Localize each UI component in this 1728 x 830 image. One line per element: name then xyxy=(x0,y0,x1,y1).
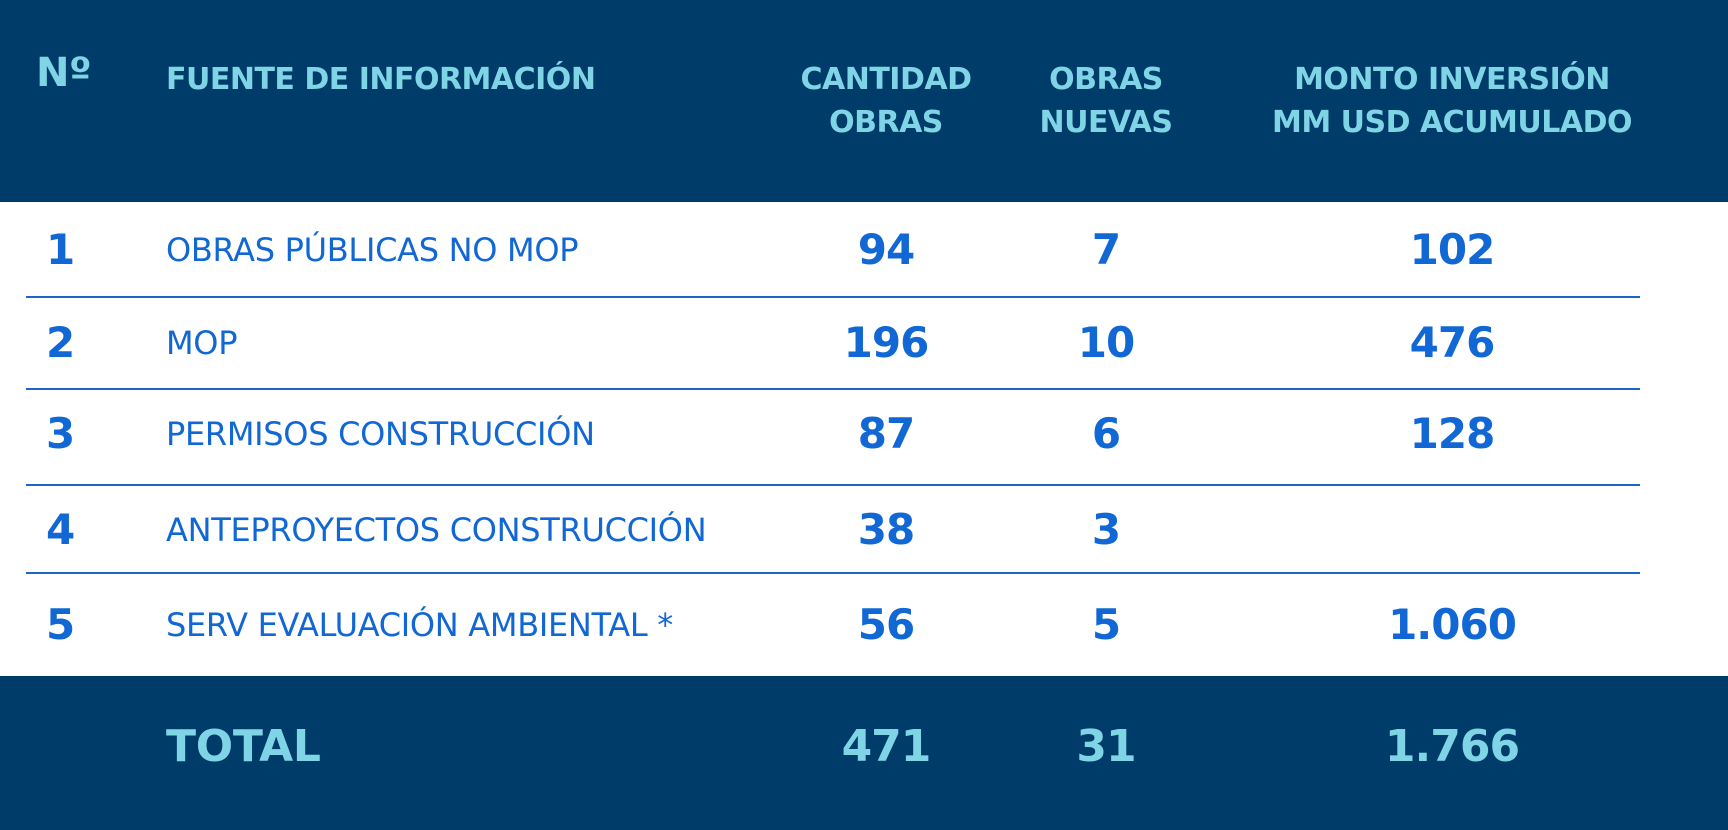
row-cantidad: 94 xyxy=(857,225,915,274)
row-number: 5 xyxy=(46,600,76,649)
table-header: Nº FUENTE DE INFORMACIÓN CANTIDAD OBRAS … xyxy=(0,0,1728,202)
row-source: ANTEPROYECTOS CONSTRUCCIÓN xyxy=(166,511,707,549)
header-cantidad-line1: CANTIDAD xyxy=(800,62,973,97)
table-row: 4 ANTEPROYECTOS CONSTRUCCIÓN 38 3 xyxy=(0,505,1728,555)
header-nuevas-line1: OBRAS xyxy=(1049,62,1163,97)
total-cantidad: 471 xyxy=(841,721,932,772)
row-monto: 476 xyxy=(1409,318,1496,367)
header-number-label: Nº xyxy=(36,50,92,96)
header-nuevas-line2: NUEVAS xyxy=(1039,105,1173,140)
header-number: Nº xyxy=(36,50,92,96)
row-number: 1 xyxy=(46,225,76,274)
row-nuevas: 3 xyxy=(1091,505,1121,554)
header-monto-inversion: MONTO INVERSIÓN MM USD ACUMULADO xyxy=(1252,58,1652,144)
row-source: PERMISOS CONSTRUCCIÓN xyxy=(166,415,595,453)
header-cantidad-obras: CANTIDAD OBRAS xyxy=(766,58,1006,144)
row-cantidad: 56 xyxy=(857,600,915,649)
row-number: 4 xyxy=(46,505,76,554)
row-cantidad: 196 xyxy=(843,318,930,367)
row-divider xyxy=(26,484,1640,486)
row-nuevas: 5 xyxy=(1091,600,1121,649)
header-monto-line1: MONTO INVERSIÓN xyxy=(1294,62,1610,97)
row-monto: 1.060 xyxy=(1388,600,1517,649)
table-row: 3 PERMISOS CONSTRUCCIÓN 87 6 128 xyxy=(0,409,1728,459)
row-divider xyxy=(26,296,1640,298)
row-cantidad: 38 xyxy=(857,505,915,554)
row-divider xyxy=(26,388,1640,390)
row-cantidad: 87 xyxy=(857,409,915,458)
row-nuevas: 7 xyxy=(1091,225,1121,274)
header-obras-nuevas: OBRAS NUEVAS xyxy=(1006,58,1206,144)
total-monto: 1.766 xyxy=(1384,721,1520,772)
table-row: 5 SERV EVALUACIÓN AMBIENTAL * 56 5 1.060 xyxy=(0,600,1728,650)
total-nuevas: 31 xyxy=(1076,721,1136,772)
row-source: SERV EVALUACIÓN AMBIENTAL * xyxy=(166,606,673,644)
table-footer-total: TOTAL 471 31 1.766 xyxy=(0,676,1728,830)
row-source: MOP xyxy=(166,324,238,362)
row-monto: 102 xyxy=(1409,225,1496,274)
row-divider xyxy=(26,572,1640,574)
header-source: FUENTE DE INFORMACIÓN xyxy=(166,58,596,101)
row-monto: 128 xyxy=(1409,409,1496,458)
header-source-label: FUENTE DE INFORMACIÓN xyxy=(166,62,596,97)
header-monto-line2: MM USD ACUMULADO xyxy=(1271,105,1633,140)
table-row: 1 OBRAS PÚBLICAS NO MOP 94 7 102 xyxy=(0,225,1728,275)
row-nuevas: 6 xyxy=(1091,409,1121,458)
row-number: 3 xyxy=(46,409,76,458)
header-cantidad-line2: OBRAS xyxy=(829,105,943,140)
row-number: 2 xyxy=(46,318,76,367)
table-row: 2 MOP 196 10 476 xyxy=(0,318,1728,368)
total-label: TOTAL xyxy=(166,721,321,772)
row-nuevas: 10 xyxy=(1077,318,1135,367)
row-source: OBRAS PÚBLICAS NO MOP xyxy=(166,231,579,269)
